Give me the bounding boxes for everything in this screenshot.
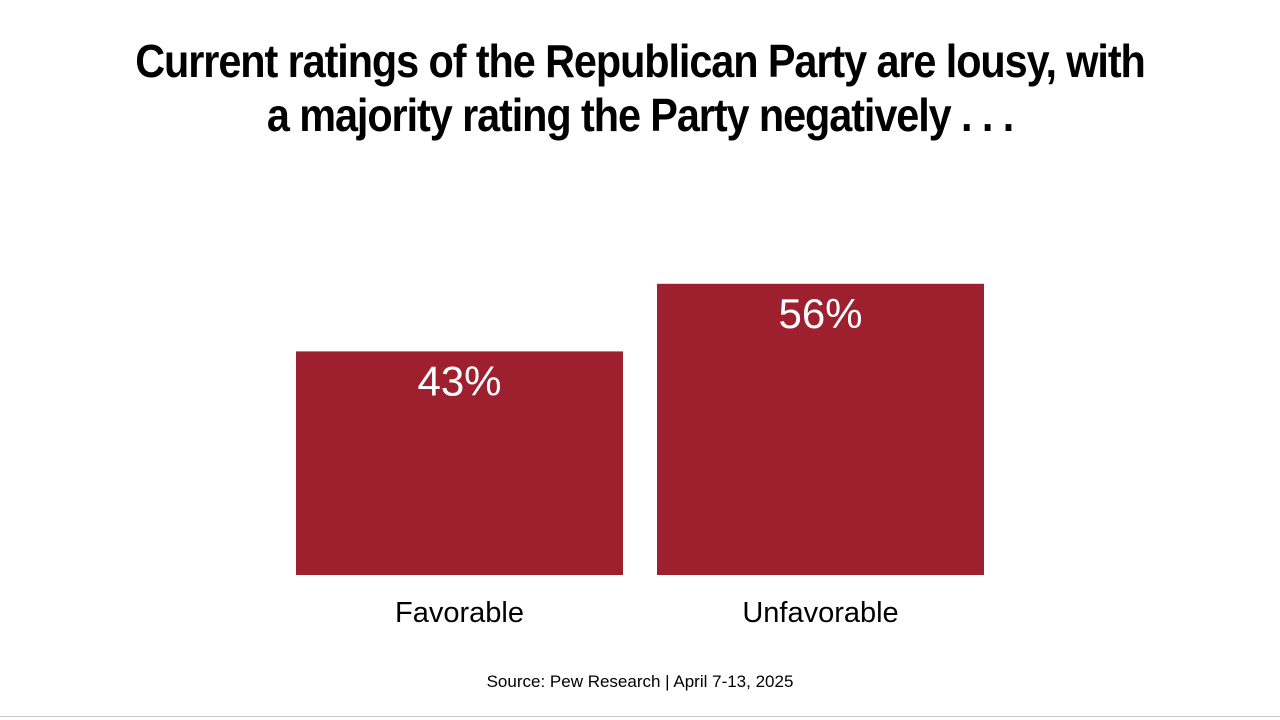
- bar-value-label-favorable: 43%: [417, 357, 501, 404]
- bar-favorable: [296, 351, 623, 575]
- chart-title-line-2: a majority rating the Party negatively .…: [266, 89, 1014, 141]
- chart-title-line-1: Current ratings of the Republican Party …: [135, 35, 1146, 87]
- category-label-unfavorable: Unfavorable: [742, 597, 898, 629]
- chart-title: Current ratings of the Republican Party …: [100, 34, 1180, 142]
- category-label-favorable: Favorable: [395, 597, 524, 629]
- bar-value-label-unfavorable: 56%: [778, 290, 862, 337]
- bottom-divider: [0, 716, 1280, 717]
- source-note: Source: Pew Research | April 7-13, 2025: [486, 672, 794, 691]
- bar-unfavorable: [657, 283, 984, 575]
